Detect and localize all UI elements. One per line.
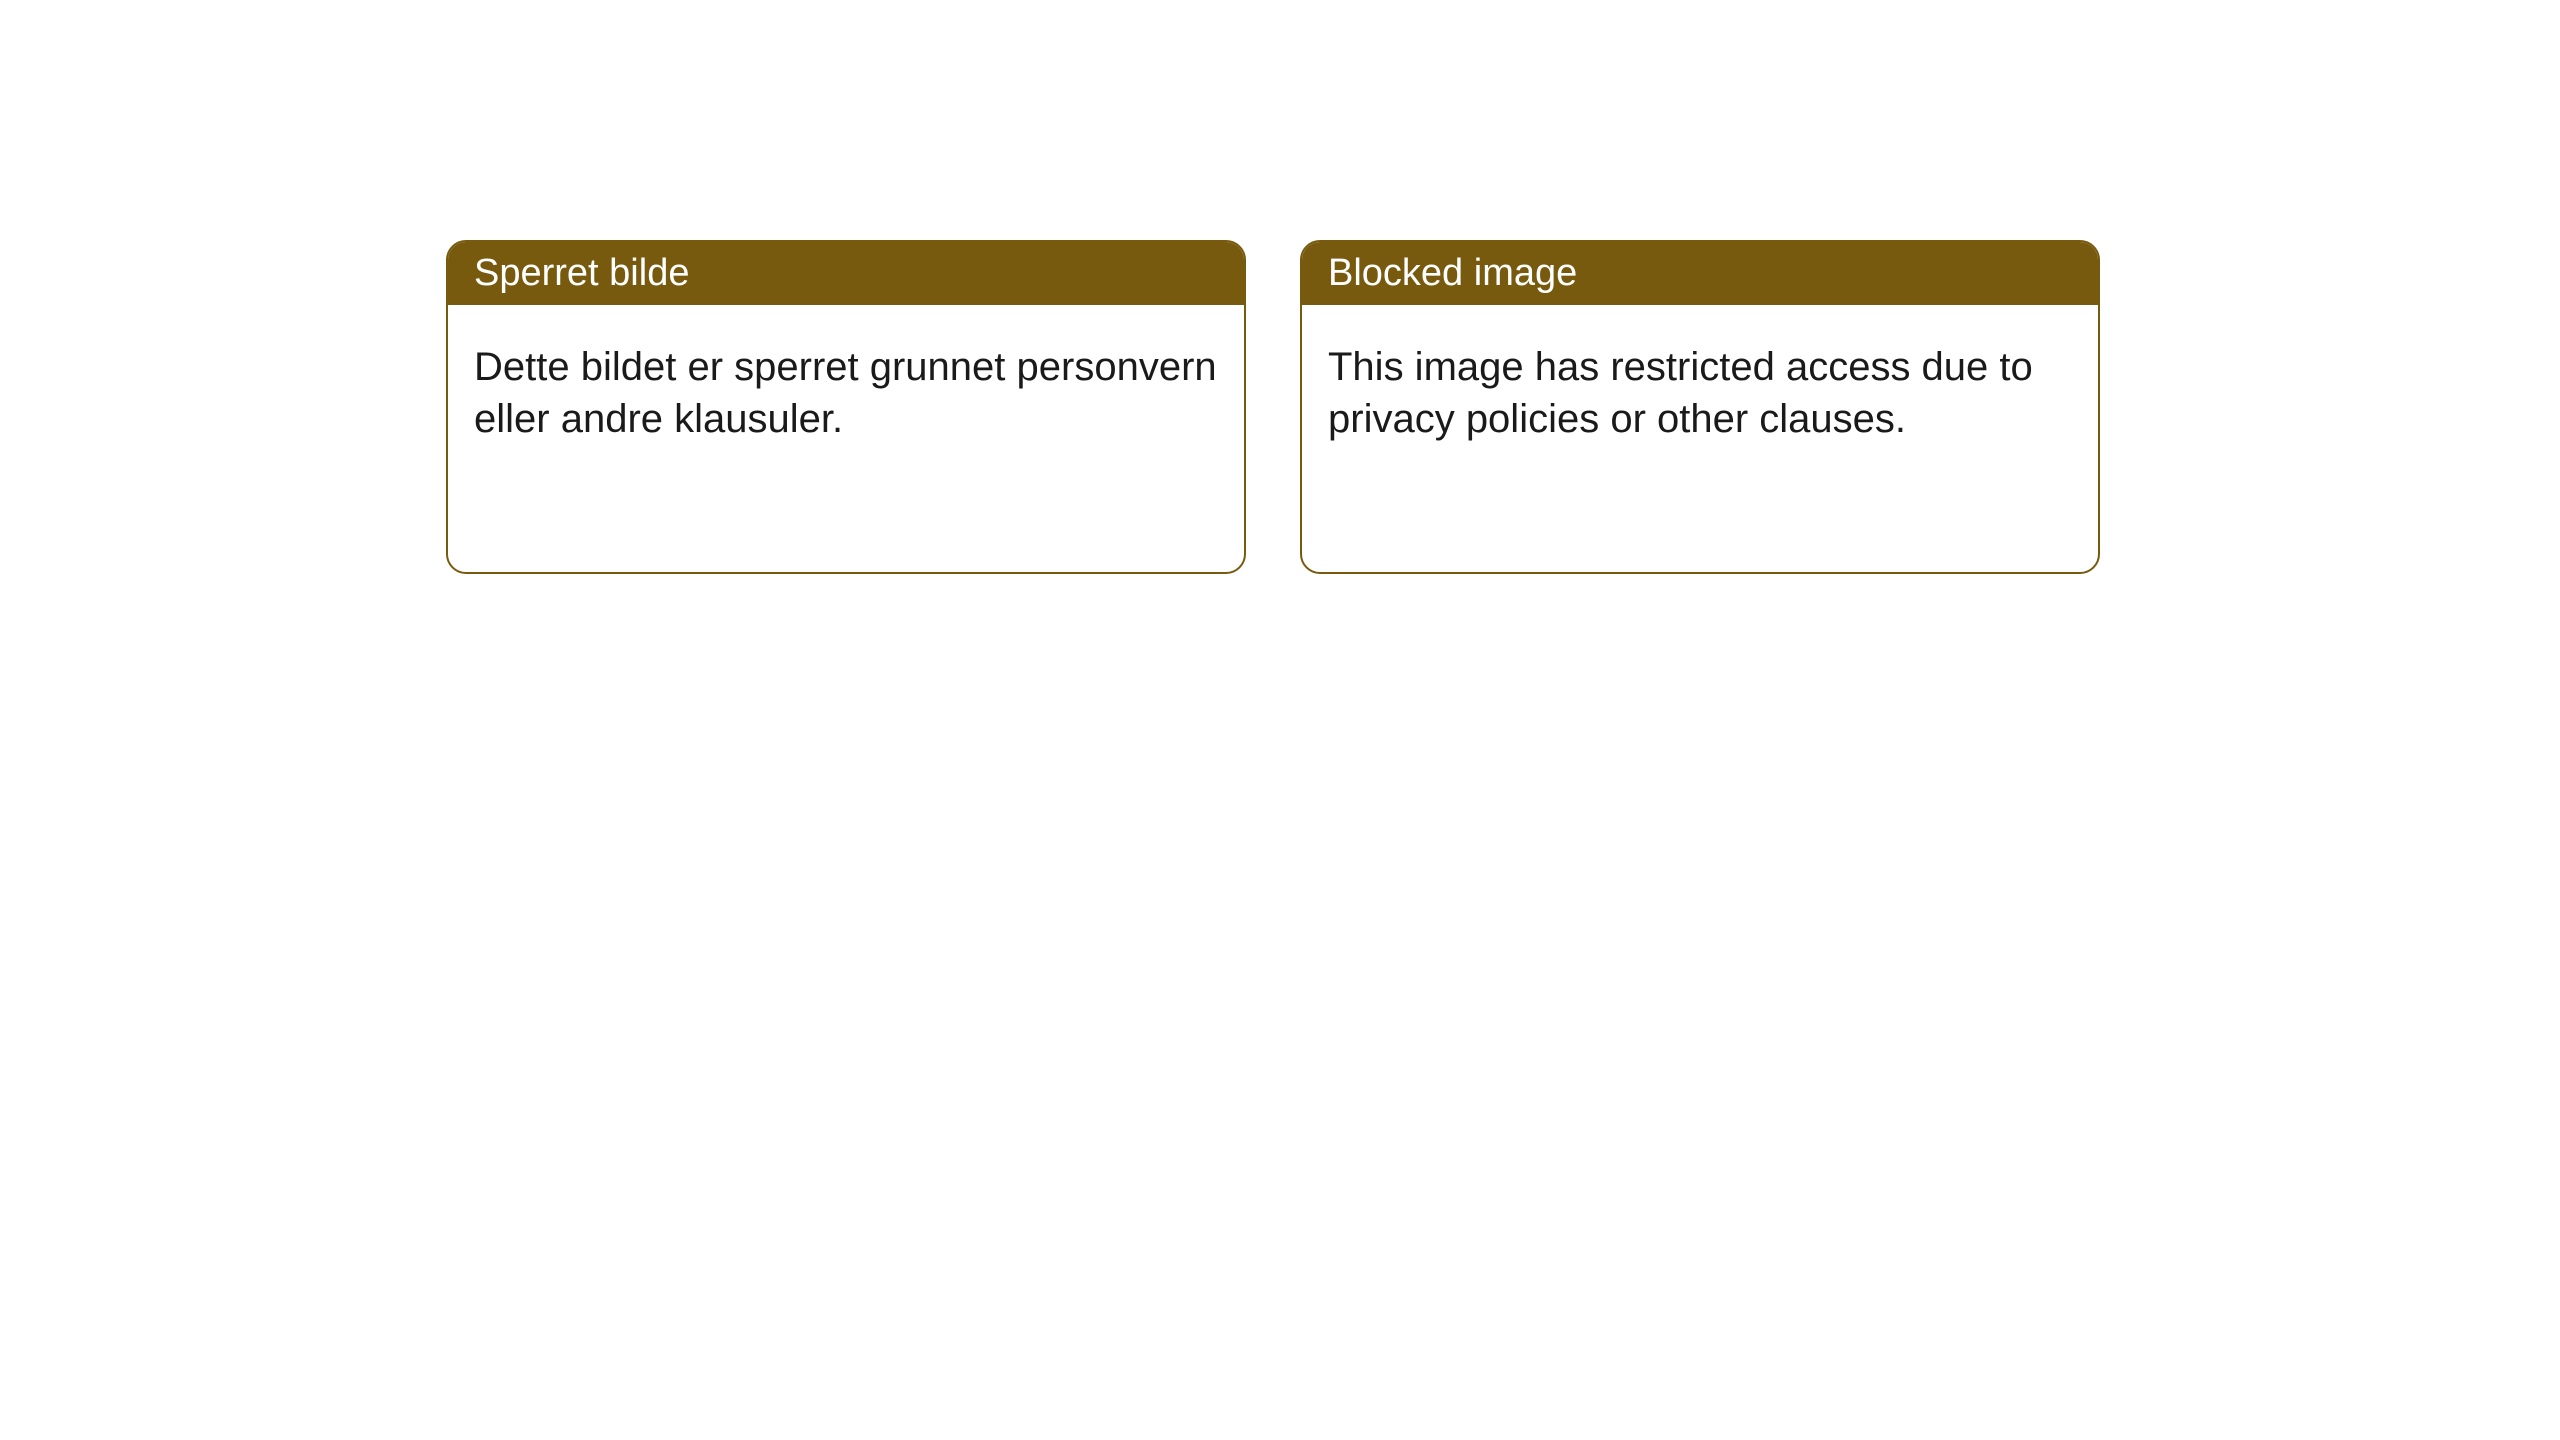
blocked-image-card-norwegian: Sperret bilde Dette bildet er sperret gr…: [446, 240, 1246, 574]
card-title: Blocked image: [1328, 252, 1577, 294]
cards-container: Sperret bilde Dette bildet er sperret gr…: [0, 0, 2560, 574]
card-body-text: Dette bildet er sperret grunnet personve…: [474, 345, 1217, 441]
blocked-image-card-english: Blocked image This image has restricted …: [1300, 240, 2100, 574]
card-header: Blocked image: [1302, 242, 2098, 305]
card-title: Sperret bilde: [474, 252, 689, 294]
card-body: Dette bildet er sperret grunnet personve…: [448, 305, 1244, 481]
card-body-text: This image has restricted access due to …: [1328, 345, 2033, 441]
card-header: Sperret bilde: [448, 242, 1244, 305]
card-body: This image has restricted access due to …: [1302, 305, 2098, 481]
